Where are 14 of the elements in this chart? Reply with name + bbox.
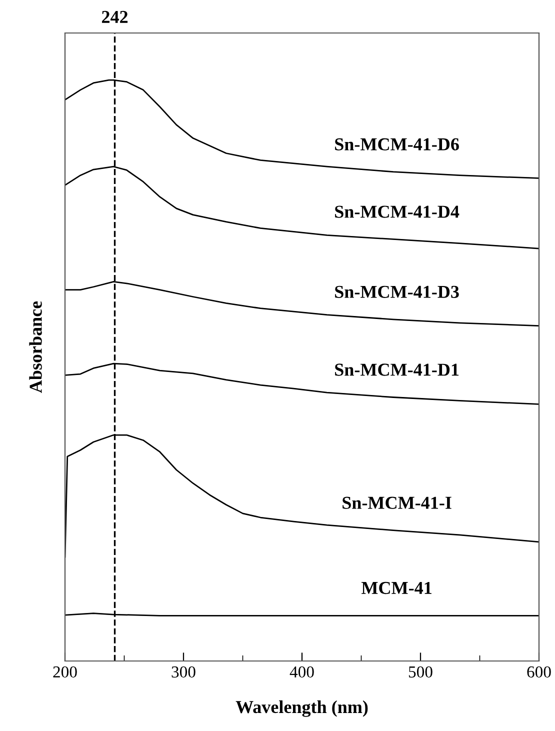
x-tick-label: 500 — [408, 666, 432, 678]
series-label: Sn-MCM-41-D4 — [335, 206, 460, 218]
x-tick-label: 400 — [290, 666, 314, 678]
x-axis-title: Wavelength (nm) — [236, 700, 368, 717]
series-label: Sn-MCM-41-I — [342, 496, 452, 509]
x-tick-label: 200 — [53, 666, 77, 678]
series-label: Sn-MCM-41-D3 — [335, 286, 459, 298]
ref-line-label: 242 — [102, 10, 128, 23]
x-tick-label: 300 — [172, 666, 196, 678]
series-label: MCM-41 — [362, 582, 432, 594]
x-tick-label: 600 — [527, 666, 551, 678]
series-label: Sn-MCM-41-D6 — [335, 138, 459, 150]
y-axis-title: Absorbance — [29, 301, 42, 393]
series-label: Sn-MCM-41-D1 — [335, 364, 459, 376]
